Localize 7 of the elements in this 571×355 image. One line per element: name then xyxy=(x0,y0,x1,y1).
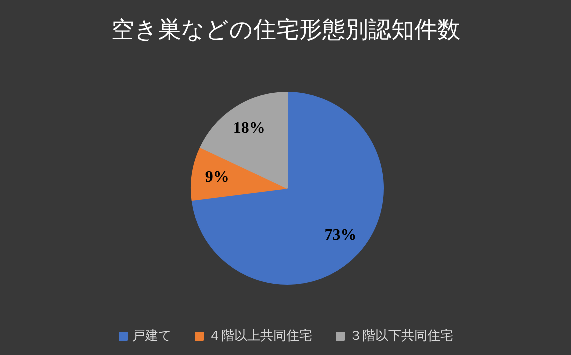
data-label: 9% xyxy=(205,168,230,186)
legend-label: 戸建て xyxy=(132,328,172,345)
data-label: 73% xyxy=(324,226,357,244)
legend-label: ４階以上共同住宅 xyxy=(208,328,312,345)
chart-title: 空き巣などの住宅形態別認知件数 xyxy=(112,18,460,44)
data-label: 18% xyxy=(233,120,266,138)
legend-label: ３階以下共同住宅 xyxy=(350,328,454,345)
